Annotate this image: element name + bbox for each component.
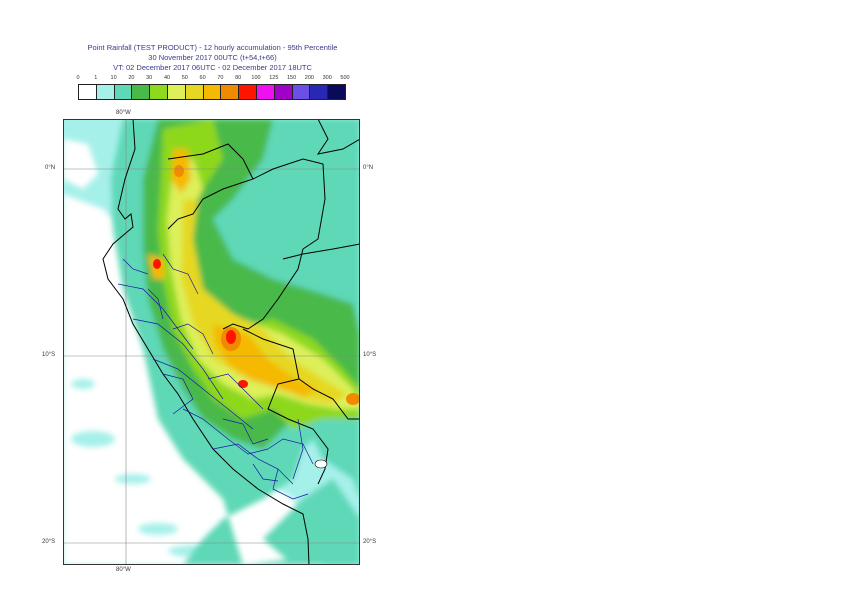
run-time: 30 November 2017 00UTC (t+54,t+66) xyxy=(148,53,277,62)
colorbar-swatch xyxy=(113,84,133,100)
colorbar-swatch xyxy=(202,84,222,100)
lake-titicaca xyxy=(314,459,328,469)
lon-label-bottom: 80°W xyxy=(116,567,131,573)
colorbar-swatch xyxy=(309,84,329,100)
colorbar-tick-label: 150 xyxy=(287,75,297,81)
colorbar-tick-label: 30 xyxy=(146,75,153,81)
rainfall-map xyxy=(63,118,361,566)
lat-label-right-10: 10°S xyxy=(363,352,377,358)
colorbar-tick-label: 40 xyxy=(163,75,171,81)
colorbar-tick-label: 10 xyxy=(110,75,117,81)
colorbar-tick-label: 50 xyxy=(181,75,188,81)
colorbar-tick-label: 125 xyxy=(269,75,279,81)
country-borders xyxy=(102,118,361,566)
colorbar-swatch xyxy=(256,84,275,100)
map-svg xyxy=(63,118,361,566)
lat-label-left-0: 0°N xyxy=(45,165,56,171)
map-frame xyxy=(63,119,360,565)
lon-label-top: 80°W xyxy=(116,110,131,116)
colorbar-swatch xyxy=(131,84,151,100)
colorbar-swatch xyxy=(327,84,346,100)
colorbar-tick-label: 500 xyxy=(340,75,350,81)
colorbar-tick-label: 200 xyxy=(304,75,314,81)
colorbar-swatch xyxy=(238,84,257,100)
colorbar-tick-label: 80 xyxy=(235,75,242,81)
colorbar-tick-label: 1 xyxy=(94,75,98,81)
colorbar-swatch xyxy=(220,84,240,100)
valid-time: VT: 02 December 2017 06UTC - 02 December… xyxy=(113,63,312,72)
colorbar-tick-label: 0 xyxy=(76,75,80,81)
lat-label-right-20: 20°S xyxy=(363,539,377,545)
lat-label-left-20: 20°S xyxy=(42,539,56,545)
colorbar-swatch xyxy=(184,84,204,100)
colorbar-swatch xyxy=(78,84,97,100)
colorbar-tick-label: 100 xyxy=(251,75,261,81)
colorbar-swatch xyxy=(95,84,115,100)
colorbar-swatch xyxy=(149,84,168,100)
rainfall-peaks xyxy=(153,165,360,405)
chart-title: Point Rainfall (TEST PRODUCT) - 12 hourl… xyxy=(87,43,338,52)
colorbar-tick-label: 20 xyxy=(128,75,135,81)
colorbar-swatch xyxy=(167,84,186,100)
colorbar-swatch xyxy=(273,84,293,100)
lat-label-left-10: 10°S xyxy=(42,352,56,358)
graticule xyxy=(63,119,360,565)
colorbar-tick-label: 60 xyxy=(199,75,206,81)
colorbar-tick-label: 300 xyxy=(322,75,332,81)
colorbar-swatch xyxy=(291,84,311,100)
colorbar-tick-label: 70 xyxy=(217,75,224,81)
admin-borders xyxy=(117,253,314,500)
lat-label-right-0: 0°N xyxy=(363,165,374,171)
